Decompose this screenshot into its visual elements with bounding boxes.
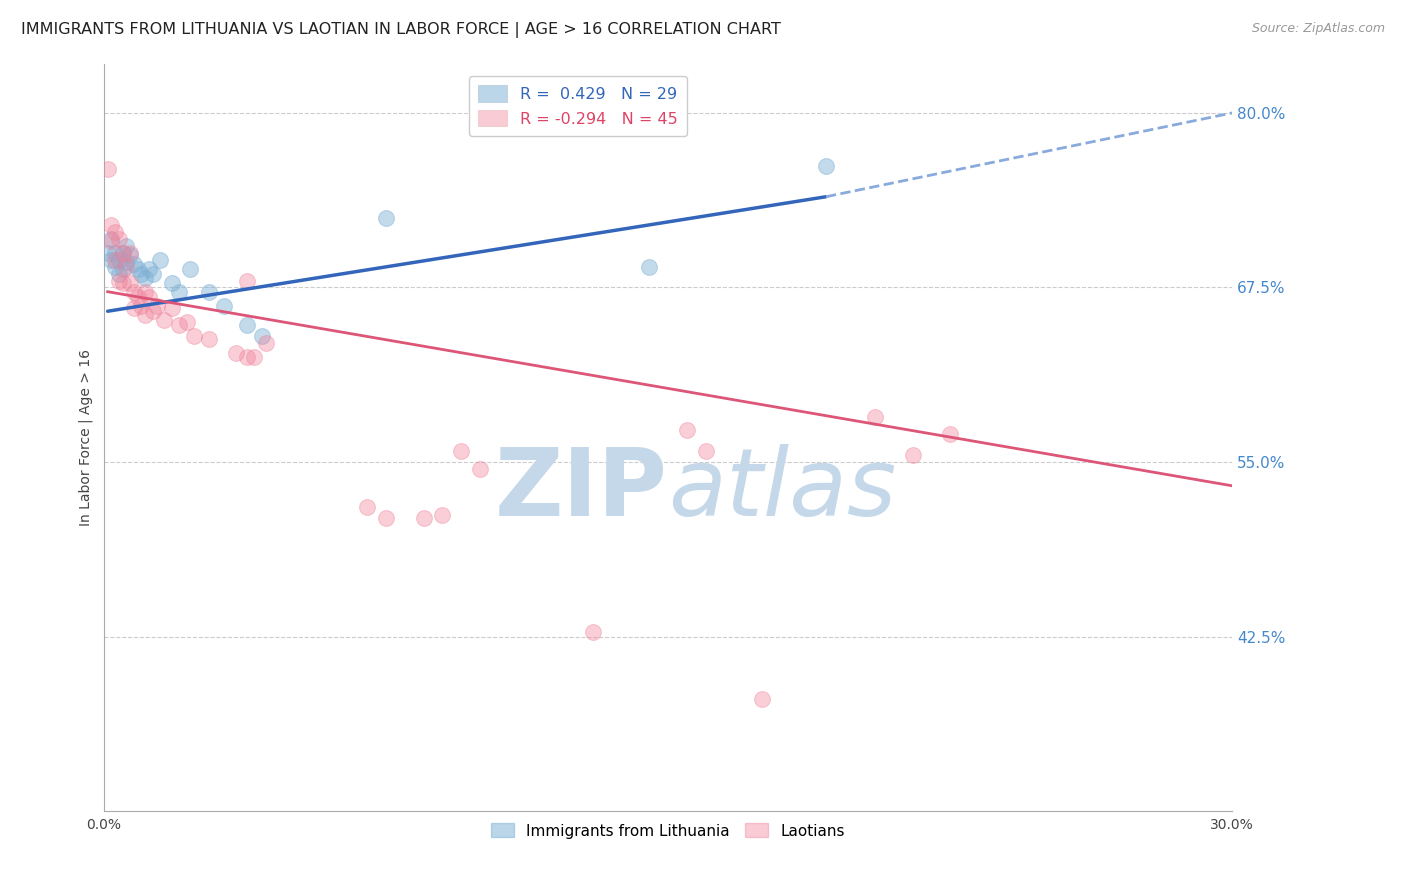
Point <box>160 277 183 291</box>
Point <box>115 238 138 252</box>
Point <box>131 299 153 313</box>
Point <box>412 511 434 525</box>
Point <box>104 245 127 260</box>
Point <box>111 277 134 291</box>
Point <box>212 299 235 313</box>
Point <box>814 159 837 173</box>
Point <box>111 245 134 260</box>
Point <box>149 252 172 267</box>
Point <box>100 218 122 232</box>
Point <box>198 332 221 346</box>
Point <box>751 692 773 706</box>
Point <box>120 245 142 260</box>
Point <box>111 262 134 277</box>
Point <box>356 500 378 514</box>
Point <box>100 252 122 267</box>
Point <box>108 267 131 281</box>
Point <box>120 277 142 291</box>
Point <box>142 304 165 318</box>
Point <box>111 245 134 260</box>
Point <box>120 248 142 262</box>
Point <box>167 318 190 333</box>
Point <box>695 443 717 458</box>
Point <box>167 285 190 299</box>
Point <box>122 301 145 316</box>
Point <box>108 273 131 287</box>
Point <box>138 290 160 304</box>
Point <box>122 285 145 299</box>
Point <box>122 257 145 271</box>
Point <box>939 427 962 442</box>
Point <box>236 351 259 365</box>
Point <box>115 260 138 274</box>
Point <box>104 252 127 267</box>
Point <box>100 235 122 249</box>
Point <box>127 262 149 277</box>
Point <box>115 255 138 269</box>
Point <box>225 346 247 360</box>
Point <box>901 448 924 462</box>
Point <box>198 285 221 299</box>
Point <box>108 232 131 246</box>
Point <box>236 318 259 333</box>
Point <box>138 262 160 277</box>
Point <box>582 625 605 640</box>
Point <box>183 329 205 343</box>
Text: ZIP: ZIP <box>495 444 668 536</box>
Point <box>145 299 167 313</box>
Legend: Immigrants from Lithuania, Laotians: Immigrants from Lithuania, Laotians <box>485 817 851 845</box>
Text: atlas: atlas <box>668 444 896 535</box>
Point <box>134 285 156 299</box>
Point <box>97 245 120 260</box>
Point <box>179 262 201 277</box>
Y-axis label: In Labor Force | Age > 16: In Labor Force | Age > 16 <box>79 349 93 526</box>
Text: Source: ZipAtlas.com: Source: ZipAtlas.com <box>1251 22 1385 36</box>
Point <box>100 232 122 246</box>
Point <box>134 270 156 285</box>
Point <box>153 312 176 326</box>
Point <box>131 267 153 281</box>
Point <box>142 267 165 281</box>
Text: IMMIGRANTS FROM LITHUANIA VS LAOTIAN IN LABOR FORCE | AGE > 16 CORRELATION CHART: IMMIGRANTS FROM LITHUANIA VS LAOTIAN IN … <box>21 22 780 38</box>
Point <box>250 329 273 343</box>
Point <box>676 423 699 437</box>
Point <box>638 260 661 274</box>
Point <box>432 508 454 522</box>
Point <box>236 273 259 287</box>
Point <box>375 211 398 225</box>
Point <box>254 336 277 351</box>
Point <box>176 315 198 329</box>
Point <box>243 351 266 365</box>
Point <box>127 290 149 304</box>
Point <box>375 511 398 525</box>
Point <box>450 443 472 458</box>
Point <box>160 301 183 316</box>
Point <box>108 252 131 267</box>
Point <box>134 309 156 323</box>
Point <box>97 161 120 176</box>
Point <box>468 462 491 476</box>
Point <box>863 410 886 425</box>
Point <box>104 260 127 274</box>
Point <box>104 225 127 239</box>
